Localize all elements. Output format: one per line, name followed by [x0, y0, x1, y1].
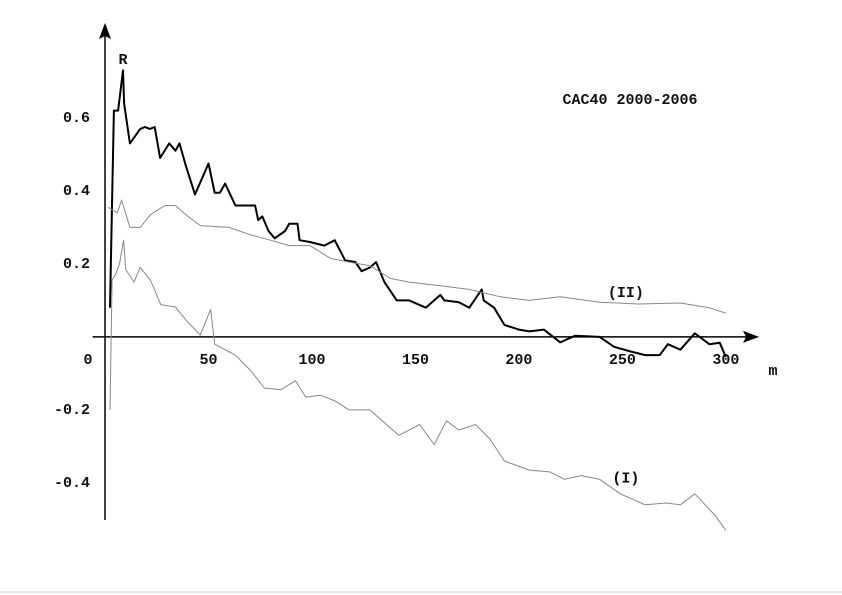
y-tick-label: 0.4: [63, 183, 90, 200]
x-tick-label: 50: [199, 352, 217, 369]
x-axis-label: m: [768, 363, 777, 380]
series-line: [109, 239, 727, 531]
y-tick-label: -0.4: [54, 475, 90, 492]
series-line: [107, 199, 727, 314]
x-tick-label: 200: [505, 352, 532, 369]
x-tick-label: 150: [402, 352, 429, 369]
y-axis-arrow: [99, 23, 112, 39]
y-tick-label: -0.2: [54, 402, 90, 419]
chart-title: CAC40 2000-2006: [562, 92, 697, 109]
series-label: (II): [608, 285, 644, 302]
series-label: (I): [612, 470, 639, 487]
x-tick-label: 250: [609, 352, 636, 369]
y-tick-label: 0.6: [63, 110, 90, 127]
y-tick-label: 0.2: [63, 256, 90, 273]
x-tick-label: 100: [298, 352, 325, 369]
series-line: [109, 69, 727, 358]
y-axis-label: R: [119, 52, 128, 69]
x-axis-arrow: [743, 330, 759, 343]
x-tick-label: 300: [712, 352, 739, 369]
x-tick-label: 0: [84, 352, 93, 369]
